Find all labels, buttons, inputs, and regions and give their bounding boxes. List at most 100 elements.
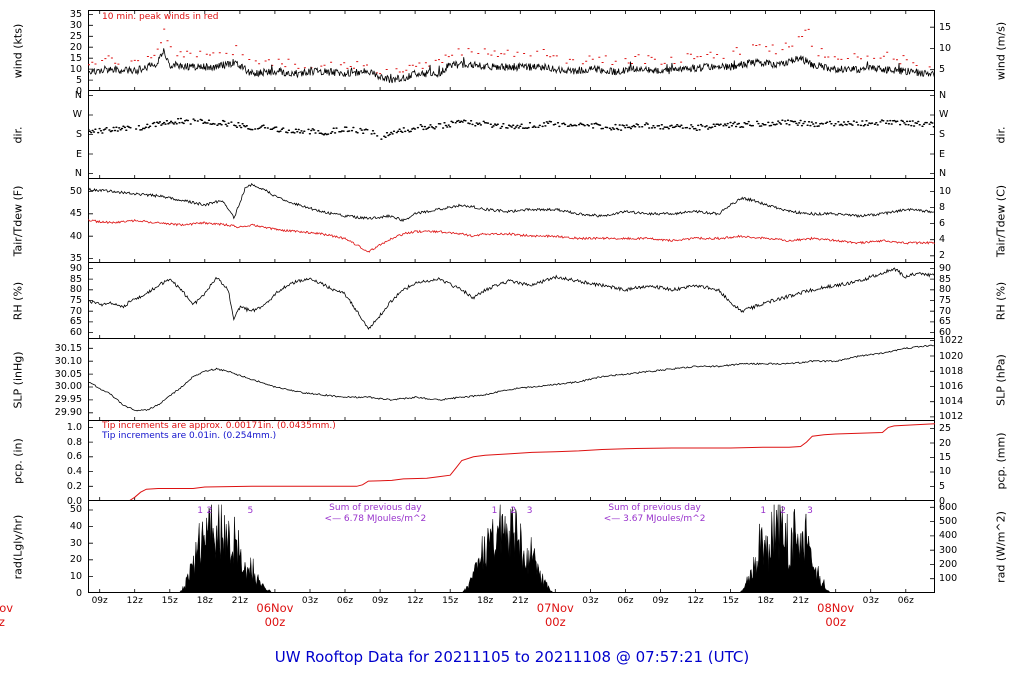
air-temperature — [88, 183, 935, 223]
axis-label-right-pcp: pcp. (mm) — [994, 431, 1008, 490]
rad-event-count: 1 — [197, 505, 204, 516]
tick-label-rad: 100 — [939, 573, 958, 585]
panel-frame — [88, 10, 935, 91]
tick-label-pcp: 25 — [939, 423, 952, 435]
x-date-label: 00z — [264, 615, 286, 629]
x-tick-label: 18z — [757, 596, 774, 606]
sea-level-pressure — [88, 344, 934, 412]
x-tick-label: 12z — [126, 596, 143, 606]
tick-label-temp: 45 — [69, 208, 82, 220]
axis-ticks — [88, 10, 935, 91]
wind-speed — [88, 48, 935, 84]
x-tick-label: 06z — [897, 596, 914, 606]
tick-label-dir: W — [72, 109, 82, 121]
tip-note-red: Tip increments are approx. 0.00171in. (0… — [102, 420, 336, 431]
tick-label-pcp: 0.8 — [66, 436, 82, 448]
tick-label-rad: 500 — [939, 516, 958, 528]
rad-event-count: 5 — [247, 505, 254, 516]
tick-label-rh: 75 — [939, 295, 952, 306]
tick-label-slp: 1020 — [939, 350, 964, 362]
tick-label-temp: 35 — [69, 253, 82, 265]
axis-label-left-rh: RH (%) — [11, 281, 25, 320]
tick-label-dir: N — [939, 89, 947, 101]
x-tick-label: 15z — [722, 596, 739, 606]
tick-label-pcp: 10 — [939, 466, 952, 478]
tick-label-pcp: 20 — [939, 437, 952, 449]
tick-label-slp: 30.10 — [54, 355, 82, 367]
tick-label-slp: 1022 — [939, 335, 964, 347]
tick-label-rh: 80 — [69, 284, 82, 296]
tick-label-wind: 0 — [75, 85, 82, 97]
axis-ticks — [88, 191, 935, 263]
tick-label-pcp: 0 — [939, 495, 946, 507]
tick-label-temp: 50 — [69, 185, 82, 197]
tick-label-wind: 15 — [939, 21, 952, 33]
tick-label-temp: 8 — [939, 202, 946, 214]
x-tick-label: 03z — [301, 596, 319, 606]
tick-label-slp: 29.90 — [54, 407, 82, 419]
panel-temp-plot — [88, 178, 935, 263]
panel-rh-plot — [88, 262, 935, 339]
rad-sum-day2-line2: <— 3.67 MJoules/m^2 — [603, 514, 706, 525]
wind-peak-10min — [88, 28, 931, 75]
tick-label-rad: 30 — [69, 537, 82, 549]
rad-sum-day2-line1: Sum of previous day — [608, 502, 701, 513]
rad-event-count: 3 — [807, 505, 813, 516]
tick-label-rh: 90 — [939, 262, 952, 274]
x-tick-label: 09z — [91, 596, 108, 606]
tick-label-rh: 65 — [69, 316, 82, 328]
tick-label-rad: 300 — [939, 544, 958, 556]
tick-label-temp: 40 — [69, 230, 82, 242]
wind-direction — [88, 117, 935, 140]
x-tick-label: 03z — [862, 596, 879, 606]
x-tick-label: 03z — [582, 596, 599, 606]
dew-point — [88, 219, 935, 253]
tick-label-rad: 200 — [939, 558, 958, 570]
tick-label-rh: 70 — [939, 305, 952, 317]
tip-note-blue: Tip increments are 0.01in. (0.254mm.) — [102, 430, 277, 441]
tick-label-temp: 2 — [939, 250, 946, 262]
x-date-label: 05Nov — [0, 601, 14, 615]
axis-label-right-rad: rad (W/m^2) — [994, 510, 1008, 583]
x-tick-label: 21z — [231, 596, 248, 606]
x-tick-label: 06z — [617, 596, 634, 606]
tick-label-wind: 30 — [69, 19, 82, 31]
axis-label-right-slp: SLP (hPa) — [994, 353, 1008, 406]
chart-title: UW Rooftop Data for 20211105 to 20211108… — [274, 648, 750, 666]
axis-label-left-wind: wind (kts) — [11, 23, 25, 78]
rad-sum-day1-line1: Sum of previous day — [329, 502, 422, 513]
x-tick-label: 15z — [442, 596, 459, 606]
tick-label-rad: 40 — [69, 521, 82, 533]
panel-rad-plot — [88, 500, 935, 593]
tick-label-dir: E — [939, 148, 946, 160]
axis-label-right-rh: RH (%) — [994, 281, 1008, 320]
tick-label-slp: 30.05 — [54, 368, 82, 380]
x-tick-label: 18z — [477, 596, 494, 606]
panel-slp-plot — [88, 338, 935, 421]
tick-label-rh: 70 — [69, 305, 82, 317]
tick-label-wind: 10 — [69, 63, 82, 75]
tick-label-pcp: 0.0 — [66, 495, 82, 507]
axis-label-right-dir: dir. — [994, 125, 1008, 144]
x-tick-label: 12z — [687, 596, 704, 606]
tick-label-wind: 25 — [69, 30, 82, 42]
tick-label-temp: 10 — [939, 185, 952, 197]
tick-label-wind: 10 — [939, 42, 952, 54]
tick-label-wind: 5 — [75, 74, 82, 86]
axis-label-left-slp: SLP (inHg) — [11, 350, 25, 409]
tick-label-dir: S — [939, 129, 946, 140]
tick-label-slp: 1018 — [939, 365, 964, 377]
x-date-label: 00z — [825, 615, 847, 629]
tick-label-pcp: 15 — [939, 451, 952, 463]
tick-label-rh: 60 — [69, 327, 82, 339]
x-tick-label: 15z — [161, 596, 178, 606]
tick-label-wind: 35 — [69, 8, 82, 20]
tick-label-rh: 80 — [939, 284, 952, 296]
axis-label-left-rad: rad(Lgly/hr) — [11, 514, 25, 579]
tick-label-rh: 85 — [939, 273, 952, 285]
tick-label-slp: 30.15 — [54, 342, 82, 354]
panel-temp — [88, 178, 935, 263]
x-date-label: 00z — [0, 615, 5, 629]
tick-label-pcp: 0.2 — [66, 480, 82, 492]
